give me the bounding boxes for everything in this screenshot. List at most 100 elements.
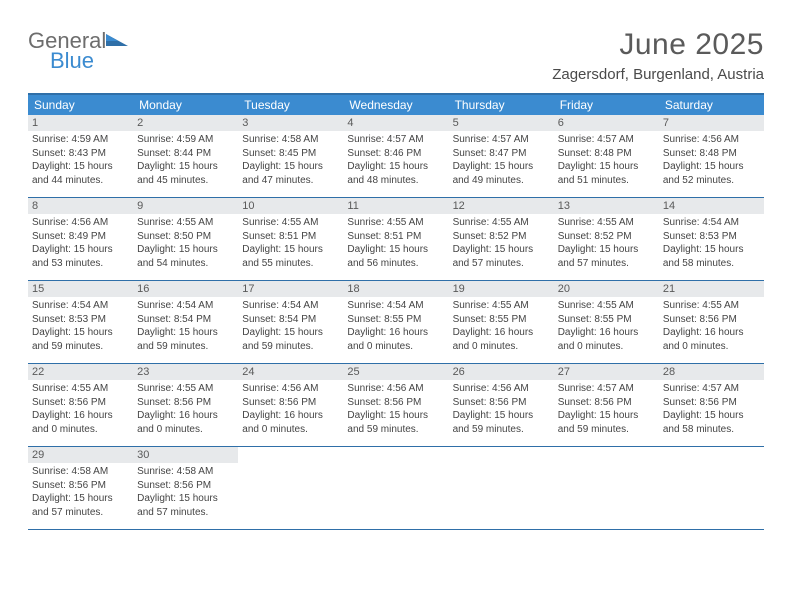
sunset-text: Sunset: 8:45 PM <box>242 147 340 161</box>
calendar-day-cell: 14Sunrise: 4:54 AMSunset: 8:53 PMDayligh… <box>659 198 764 280</box>
sunrise-text: Sunrise: 4:54 AM <box>347 299 445 313</box>
daylight-text: Daylight: 15 hours <box>453 160 551 174</box>
calendar-day-cell: 11Sunrise: 4:55 AMSunset: 8:51 PMDayligh… <box>343 198 448 280</box>
daylight-text: and 59 minutes. <box>558 423 656 437</box>
daylight-text: Daylight: 15 hours <box>32 243 130 257</box>
calendar-day-cell: 25Sunrise: 4:56 AMSunset: 8:56 PMDayligh… <box>343 364 448 446</box>
daylight-text: and 59 minutes. <box>347 423 445 437</box>
calendar-day-cell: 16Sunrise: 4:54 AMSunset: 8:54 PMDayligh… <box>133 281 238 363</box>
sunset-text: Sunset: 8:56 PM <box>663 396 761 410</box>
sunrise-text: Sunrise: 4:57 AM <box>453 133 551 147</box>
daylight-text: and 58 minutes. <box>663 257 761 271</box>
sunrise-text: Sunrise: 4:55 AM <box>558 216 656 230</box>
calendar-day-cell: 13Sunrise: 4:55 AMSunset: 8:52 PMDayligh… <box>554 198 659 280</box>
daylight-text: and 48 minutes. <box>347 174 445 188</box>
daylight-text: and 53 minutes. <box>32 257 130 271</box>
calendar-day-cell: 12Sunrise: 4:55 AMSunset: 8:52 PMDayligh… <box>449 198 554 280</box>
sunset-text: Sunset: 8:56 PM <box>663 313 761 327</box>
sunrise-text: Sunrise: 4:55 AM <box>137 216 235 230</box>
daylight-text: Daylight: 15 hours <box>137 326 235 340</box>
daylight-text: Daylight: 15 hours <box>663 160 761 174</box>
calendar-day-cell: 20Sunrise: 4:55 AMSunset: 8:55 PMDayligh… <box>554 281 659 363</box>
logo-word2: Blue <box>50 48 94 70</box>
sunset-text: Sunset: 8:52 PM <box>453 230 551 244</box>
calendar-day-cell: 22Sunrise: 4:55 AMSunset: 8:56 PMDayligh… <box>28 364 133 446</box>
sunset-text: Sunset: 8:56 PM <box>453 396 551 410</box>
sunset-text: Sunset: 8:56 PM <box>137 396 235 410</box>
sunrise-text: Sunrise: 4:54 AM <box>32 299 130 313</box>
calendar-day-cell: 26Sunrise: 4:56 AMSunset: 8:56 PMDayligh… <box>449 364 554 446</box>
day-number: 3 <box>238 115 343 131</box>
calendar-day-cell: 29Sunrise: 4:58 AMSunset: 8:56 PMDayligh… <box>28 447 133 529</box>
day-number: 28 <box>659 364 764 380</box>
sunset-text: Sunset: 8:55 PM <box>453 313 551 327</box>
day-number: 25 <box>343 364 448 380</box>
calendar-day-cell: 28Sunrise: 4:57 AMSunset: 8:56 PMDayligh… <box>659 364 764 446</box>
daylight-text: and 47 minutes. <box>242 174 340 188</box>
sunset-text: Sunset: 8:50 PM <box>137 230 235 244</box>
daylight-text: Daylight: 15 hours <box>242 326 340 340</box>
daylight-text: and 0 minutes. <box>558 340 656 354</box>
daylight-text: and 59 minutes. <box>453 423 551 437</box>
sunset-text: Sunset: 8:56 PM <box>242 396 340 410</box>
calendar-day-cell: 7 Sunrise: 4:56 AMSunset: 8:48 PMDaylight… <box>659 115 764 197</box>
sunrise-text: Sunrise: 4:56 AM <box>242 382 340 396</box>
daylight-text: and 0 minutes. <box>137 423 235 437</box>
day-number: 5 <box>449 115 554 131</box>
day-number: 22 <box>28 364 133 380</box>
calendar-day-cell: 19Sunrise: 4:55 AMSunset: 8:55 PMDayligh… <box>449 281 554 363</box>
calendar-day-cell: 27Sunrise: 4:57 AMSunset: 8:56 PMDayligh… <box>554 364 659 446</box>
sunrise-text: Sunrise: 4:55 AM <box>242 216 340 230</box>
logo-icon: General Blue <box>28 28 138 70</box>
sunrise-text: Sunrise: 4:56 AM <box>663 133 761 147</box>
day-number: 6 <box>554 115 659 131</box>
calendar-week-row: 15Sunrise: 4:54 AMSunset: 8:53 PMDayligh… <box>28 281 764 364</box>
sunrise-text: Sunrise: 4:55 AM <box>663 299 761 313</box>
sunset-text: Sunset: 8:44 PM <box>137 147 235 161</box>
daylight-text: and 44 minutes. <box>32 174 130 188</box>
sunrise-text: Sunrise: 4:58 AM <box>137 465 235 479</box>
calendar-day-cell: 17Sunrise: 4:54 AMSunset: 8:54 PMDayligh… <box>238 281 343 363</box>
daylight-text: Daylight: 15 hours <box>137 160 235 174</box>
day-number: 24 <box>238 364 343 380</box>
daylight-text: and 56 minutes. <box>347 257 445 271</box>
day-number: 7 <box>659 115 764 131</box>
sunset-text: Sunset: 8:51 PM <box>347 230 445 244</box>
daylight-text: and 55 minutes. <box>242 257 340 271</box>
header: General Blue June 2025 Zagersdorf, Burge… <box>28 28 764 83</box>
daylight-text: Daylight: 16 hours <box>137 409 235 423</box>
sunrise-text: Sunrise: 4:54 AM <box>137 299 235 313</box>
calendar-week-row: 22Sunrise: 4:55 AMSunset: 8:56 PMDayligh… <box>28 364 764 447</box>
daylight-text: Daylight: 15 hours <box>558 243 656 257</box>
weekday-header: Friday <box>554 95 659 115</box>
daylight-text: and 58 minutes. <box>663 423 761 437</box>
day-number: 2 <box>133 115 238 131</box>
weekday-header: Wednesday <box>343 95 448 115</box>
sunset-text: Sunset: 8:54 PM <box>137 313 235 327</box>
sunset-text: Sunset: 8:51 PM <box>242 230 340 244</box>
day-number: 12 <box>449 198 554 214</box>
daylight-text: Daylight: 16 hours <box>242 409 340 423</box>
day-number: 14 <box>659 198 764 214</box>
calendar-day-cell: 18Sunrise: 4:54 AMSunset: 8:55 PMDayligh… <box>343 281 448 363</box>
weeks-container: 1Sunrise: 4:59 AMSunset: 8:43 PMDaylight… <box>28 115 764 530</box>
calendar-day-cell: 1Sunrise: 4:59 AMSunset: 8:43 PMDaylight… <box>28 115 133 197</box>
sunset-text: Sunset: 8:43 PM <box>32 147 130 161</box>
calendar-day-cell: 23 Sunrise: 4:55 AMSunset: 8:56 PMDayligh… <box>133 364 238 446</box>
sunset-text: Sunset: 8:48 PM <box>663 147 761 161</box>
sunrise-text: Sunrise: 4:54 AM <box>663 216 761 230</box>
daylight-text: and 0 minutes. <box>453 340 551 354</box>
weekday-header: Sunday <box>28 95 133 115</box>
daylight-text: Daylight: 15 hours <box>242 243 340 257</box>
daylight-text: Daylight: 15 hours <box>663 243 761 257</box>
sunrise-text: Sunrise: 4:56 AM <box>32 216 130 230</box>
day-number: 27 <box>554 364 659 380</box>
sunrise-text: Sunrise: 4:55 AM <box>137 382 235 396</box>
sunrise-text: Sunrise: 4:54 AM <box>242 299 340 313</box>
daylight-text: and 0 minutes. <box>242 423 340 437</box>
daylight-text: and 0 minutes. <box>347 340 445 354</box>
sunset-text: Sunset: 8:46 PM <box>347 147 445 161</box>
day-number: 1 <box>28 115 133 131</box>
calendar-day-cell: 2Sunrise: 4:59 AMSunset: 8:44 PMDaylight… <box>133 115 238 197</box>
day-number: 23 <box>133 364 238 380</box>
